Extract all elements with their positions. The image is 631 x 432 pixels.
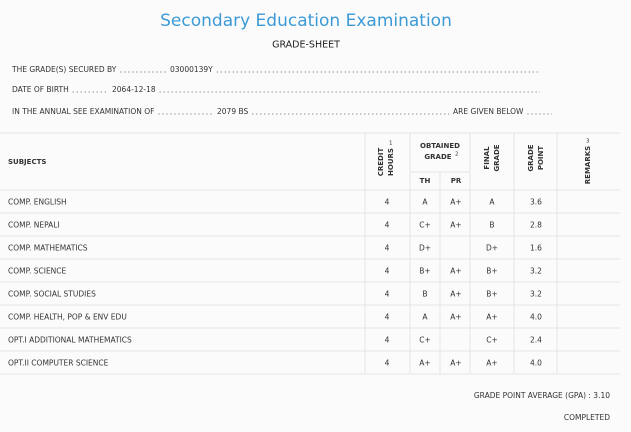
subject: COMP. ENGLISH xyxy=(8,198,67,207)
cell: 2.8 xyxy=(530,221,542,230)
cell: C+ xyxy=(419,221,431,230)
cell: 4 xyxy=(385,336,390,345)
header: GRADE xyxy=(527,144,535,171)
cell: B xyxy=(489,221,494,230)
gpa: GRADE POINT AVERAGE (GPA) : 3.10 xyxy=(474,391,610,400)
cell: D+ xyxy=(486,244,498,253)
cell: C+ xyxy=(486,336,498,345)
cell: A+ xyxy=(450,290,461,299)
subject: COMP. SCIENCE xyxy=(8,267,67,276)
cell: 4.0 xyxy=(530,359,542,368)
subject: COMP. SOCIAL STUDIES xyxy=(8,290,96,299)
info-value: 2079 BS xyxy=(217,107,248,116)
subject: COMP. HEALTH, POP & ENV EDU xyxy=(8,313,127,322)
header: CREDIT xyxy=(377,148,385,177)
info-value: 03000139Y xyxy=(170,65,213,74)
footnote-mark: 1 xyxy=(389,141,393,147)
cell: A+ xyxy=(450,221,461,230)
cell: B+ xyxy=(486,290,497,299)
header: PR xyxy=(451,177,462,185)
cell: A+ xyxy=(450,198,461,207)
header: GRADE xyxy=(424,153,451,161)
info-suffix: ARE GIVEN BELOW xyxy=(453,107,524,116)
cell: A+ xyxy=(450,359,461,368)
footnote-mark: 3 xyxy=(586,139,590,145)
info-label: DATE OF BIRTH xyxy=(12,85,69,94)
cell: D+ xyxy=(419,244,431,253)
header: REMARKS xyxy=(584,146,592,184)
cell: B xyxy=(422,290,427,299)
cell: A xyxy=(422,313,428,322)
info-label: IN THE ANNUAL SEE EXAMINATION OF xyxy=(12,107,154,116)
header: TH xyxy=(420,177,431,185)
exam-title: Secondary Education Examination xyxy=(160,11,452,31)
cell: 3.2 xyxy=(530,267,542,276)
subject: OPT.I ADDITIONAL MATHEMATICS xyxy=(8,336,132,345)
header: OBTAINED xyxy=(420,142,460,150)
cell: 4 xyxy=(385,244,390,253)
cell: A xyxy=(422,198,428,207)
cell: A+ xyxy=(450,313,461,322)
cell: 4 xyxy=(385,221,390,230)
cell: 4.0 xyxy=(530,313,542,322)
cell: B+ xyxy=(419,267,430,276)
info-value: 2064-12-18 xyxy=(112,85,156,94)
cell: 3.6 xyxy=(530,198,542,207)
cell: A+ xyxy=(486,313,497,322)
cell: 3.2 xyxy=(530,290,542,299)
cell: 4 xyxy=(385,198,390,207)
subject: OPT.II COMPUTER SCIENCE xyxy=(8,359,109,368)
header: HOURS xyxy=(387,148,395,176)
cell: 4 xyxy=(385,290,390,299)
cell: A+ xyxy=(450,267,461,276)
header: GRADE xyxy=(493,144,501,171)
cell: 4 xyxy=(385,359,390,368)
cell: A+ xyxy=(419,359,430,368)
status: COMPLETED xyxy=(564,413,610,422)
info-label: THE GRADE(S) SECURED BY xyxy=(11,65,117,74)
header: POINT xyxy=(537,146,545,171)
subject: COMP. MATHEMATICS xyxy=(8,244,88,253)
footnote-mark: 2 xyxy=(455,152,459,158)
cell: C+ xyxy=(419,336,431,345)
cell: B+ xyxy=(486,267,497,276)
cell: A xyxy=(489,198,495,207)
sheet-title: GRADE-SHEET xyxy=(272,40,340,51)
cell: 1.6 xyxy=(530,244,542,253)
cell: 4 xyxy=(385,267,390,276)
cell: A+ xyxy=(486,359,497,368)
cell: 4 xyxy=(385,313,390,322)
subject: COMP. NEPALI xyxy=(8,221,60,230)
header: FINAL xyxy=(483,146,491,170)
header: SUBJECTS xyxy=(8,158,46,166)
cell: 2.4 xyxy=(530,336,542,345)
